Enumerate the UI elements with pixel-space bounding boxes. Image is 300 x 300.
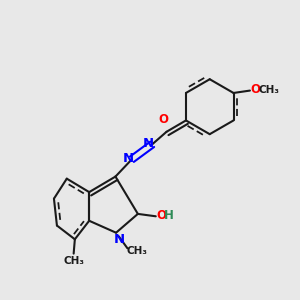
Text: O: O	[250, 83, 260, 96]
Text: CH₃: CH₃	[127, 246, 148, 256]
Text: N: N	[143, 137, 154, 150]
Text: O: O	[156, 208, 166, 222]
Text: H: H	[164, 209, 173, 222]
Text: N: N	[123, 152, 134, 165]
Text: O: O	[158, 113, 168, 126]
Text: CH₃: CH₃	[64, 256, 85, 266]
Text: CH₃: CH₃	[259, 85, 280, 95]
Text: N: N	[114, 233, 125, 246]
